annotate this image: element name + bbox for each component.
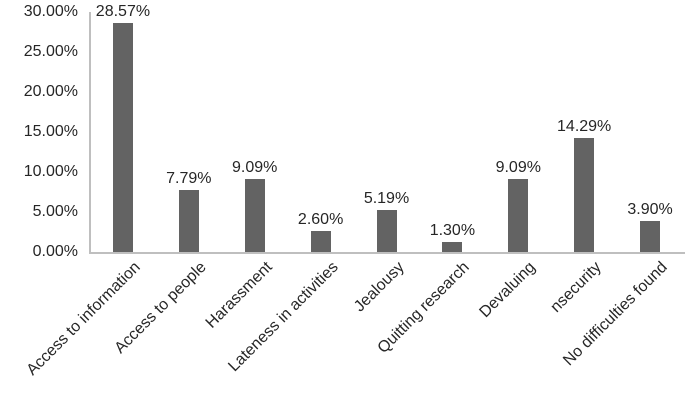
bar (574, 137, 595, 252)
value-label: 9.09% (232, 159, 278, 177)
y-axis-tick-label: 25.00% (23, 43, 78, 60)
value-label: 5.19% (363, 190, 410, 208)
value-label: 1.30% (429, 221, 476, 239)
y-axis-tick-label: 5.00% (32, 203, 78, 220)
bar (244, 179, 265, 252)
y-axis-tick-label: 30.00% (23, 3, 78, 20)
x-axis-line (89, 252, 685, 254)
y-axis-tick-label: 0.00% (32, 243, 78, 260)
bar (112, 23, 133, 252)
bar (640, 220, 661, 252)
value-label: 9.09% (495, 159, 541, 177)
bar (376, 210, 397, 252)
y-axis-tick-label: 20.00% (23, 83, 78, 100)
value-label: 28.57% (95, 3, 151, 21)
y-axis-line (89, 12, 91, 253)
value-label: 14.29% (557, 117, 612, 135)
y-axis-tick-label: 15.00% (23, 123, 78, 140)
bar (508, 179, 529, 252)
value-label: 2.60% (297, 211, 344, 229)
category-label: Access to information (23, 258, 144, 379)
bar (442, 241, 463, 252)
value-label: 3.90% (627, 200, 673, 218)
y-axis-tick-label: 10.00% (23, 163, 78, 180)
value-label: 7.79% (166, 169, 212, 187)
bar (178, 189, 199, 252)
bar (310, 231, 331, 252)
